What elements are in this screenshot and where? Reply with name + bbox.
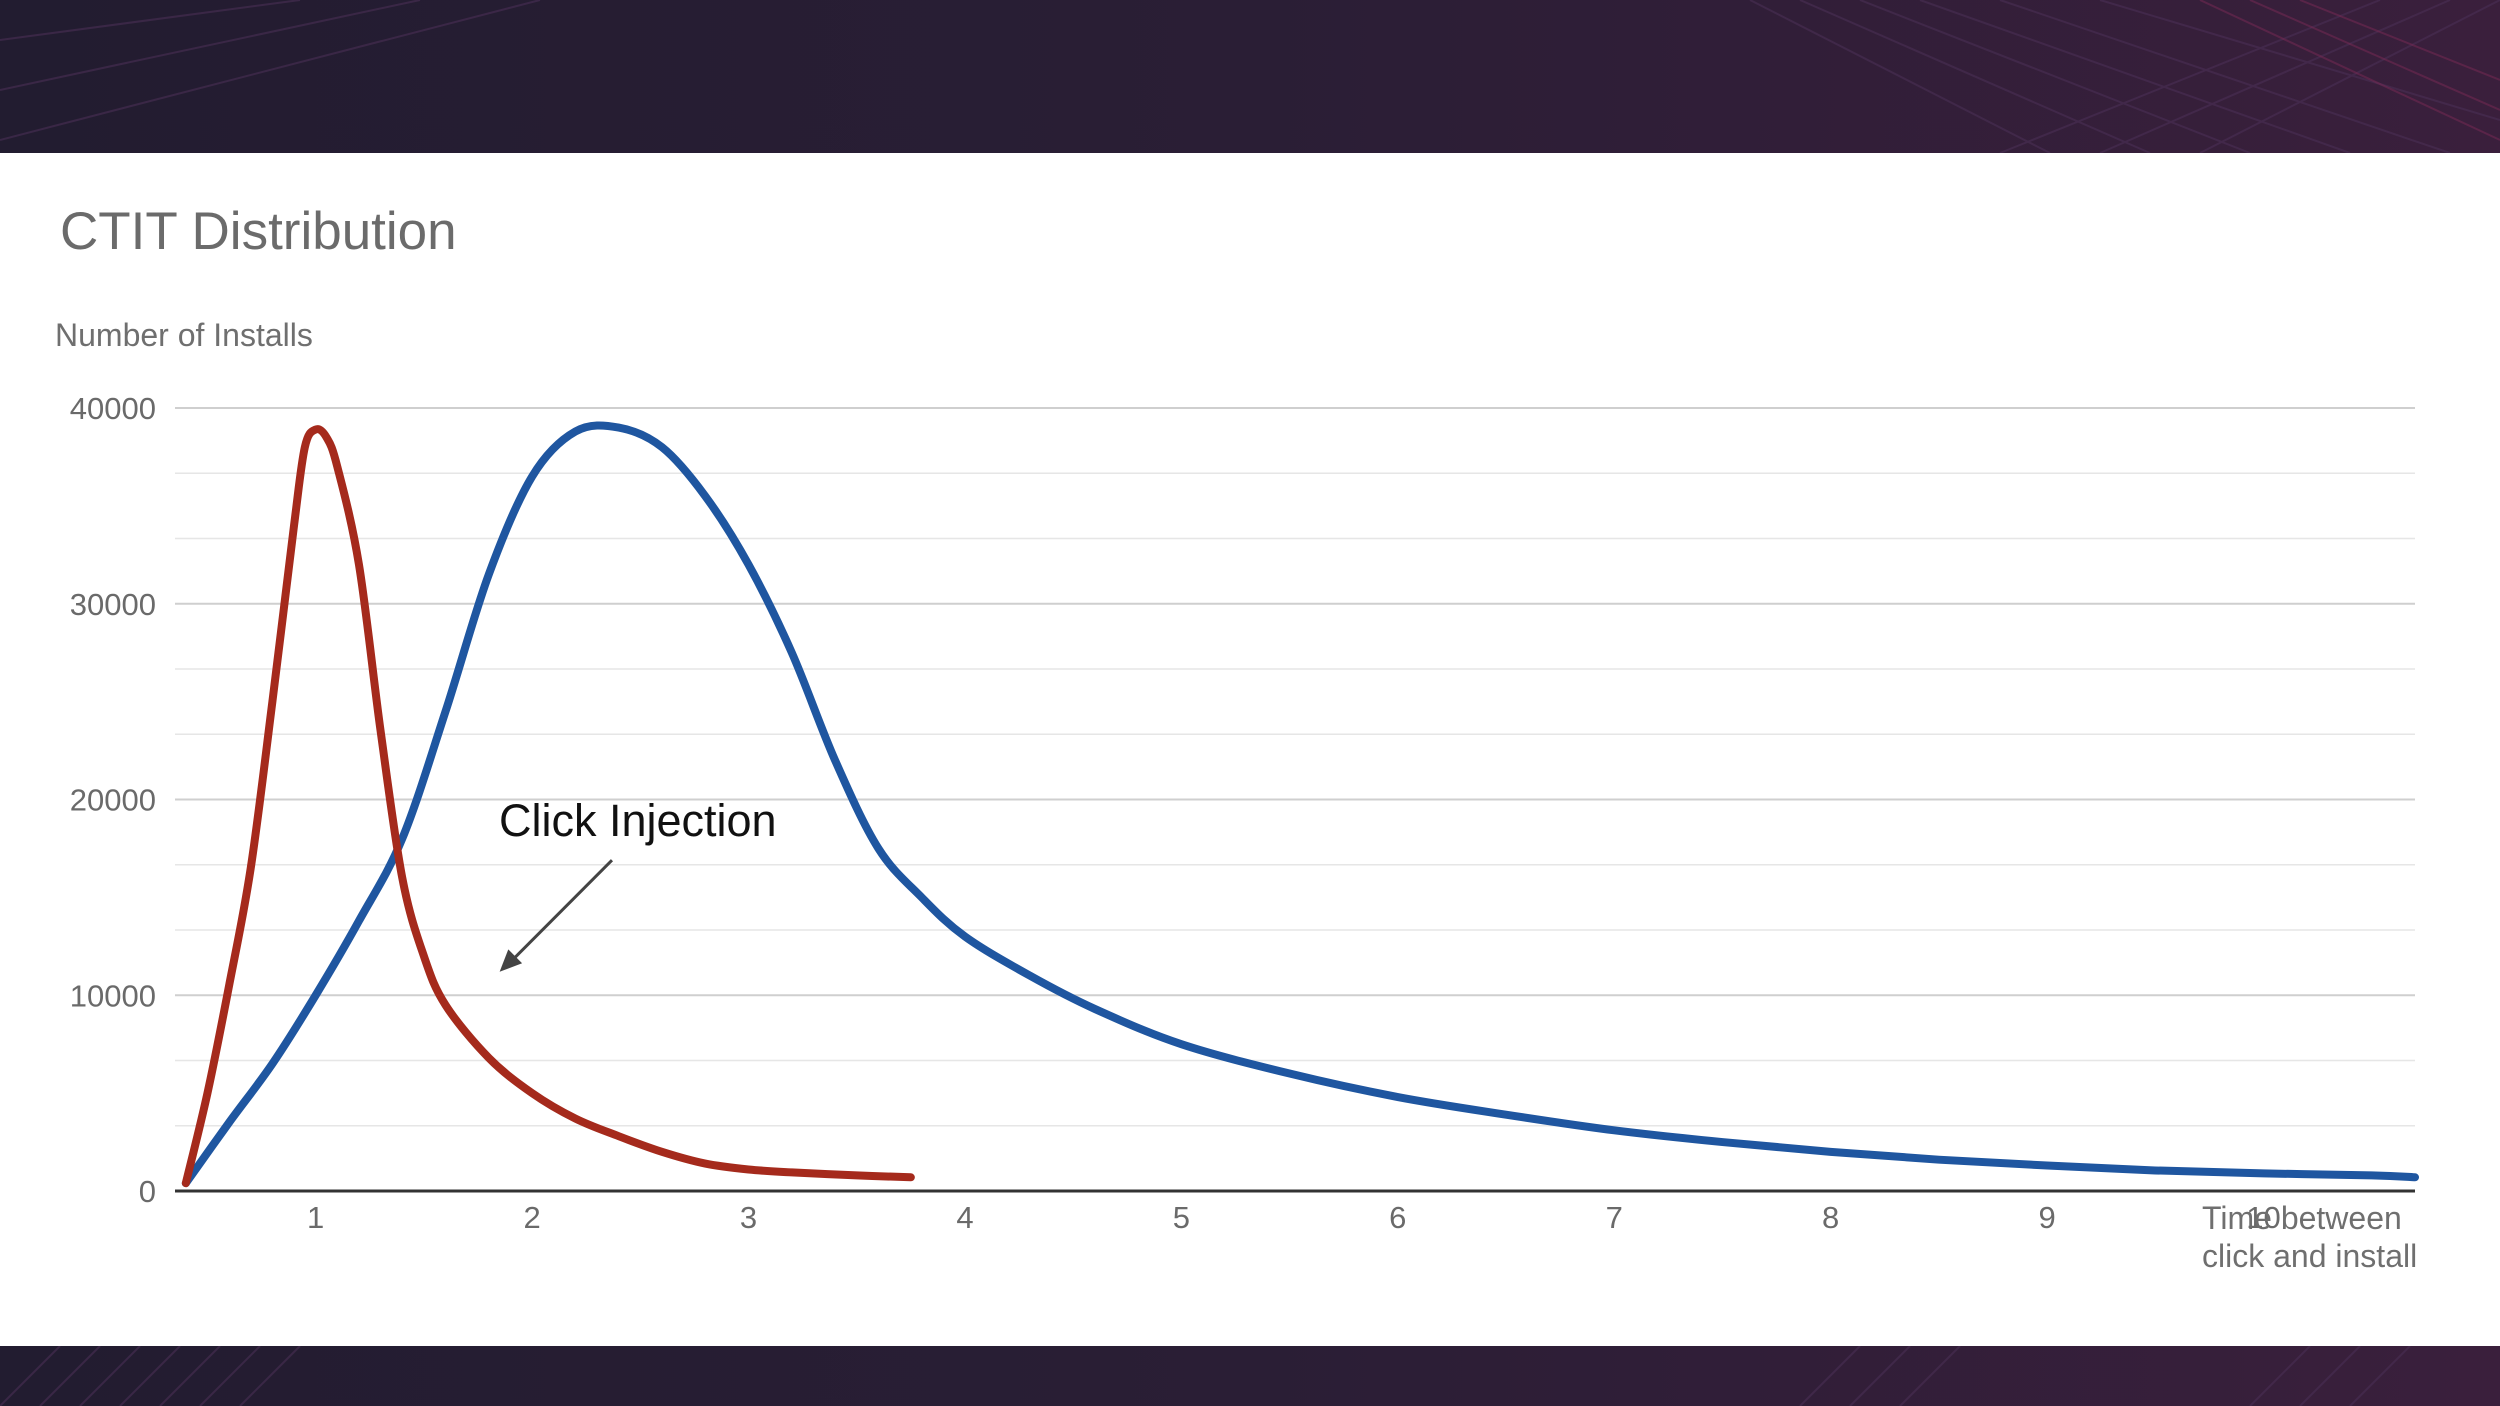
x-axis-label-line-1: Time between [2202,1200,2402,1236]
bottom-band-pattern [0,1346,2411,1406]
chart-card: CTIT Distribution Number of Installs 0 10… [0,153,2500,1346]
series-group [181,421,2419,1188]
x-tick-label: 4 [956,1200,973,1235]
x-tick-label: 2 [523,1200,540,1235]
x-tick-label: 9 [2038,1200,2055,1235]
series-line-1 [181,421,2419,1188]
x-axis-label: Time between click and install [2202,1200,2417,1274]
y-tick-label: 0 [139,1174,156,1209]
x-axis-label-line-2: click and install [2202,1238,2417,1274]
y-tick-label: 10000 [70,978,156,1013]
annotation-arrow-head [499,949,523,972]
annotation-text: Click Injection [499,795,777,846]
y-axis-label: Number of Installs [55,317,313,353]
series-line-2 [181,425,915,1188]
x-tick-label: 8 [1822,1200,1839,1235]
bottom-decorative-band [0,1346,2500,1406]
x-tick-label: 6 [1389,1200,1406,1235]
x-tick-label: 3 [740,1200,757,1235]
chart-title: CTIT Distribution [60,202,457,261]
x-tick-label: 5 [1173,1200,1190,1235]
x-tick-label: 7 [1606,1200,1623,1235]
x-tick-label: 10 [2246,1200,2280,1235]
gridlines [175,407,2415,1127]
x-tick-label: 1 [307,1200,324,1235]
x-tick-labels: 1 2 3 4 5 6 7 8 9 10 [307,1200,2281,1235]
y-tick-label: 30000 [70,587,156,622]
y-tick-label: 40000 [70,391,156,426]
annotation-arrow-line [508,859,614,964]
top-decorative-band [0,0,2500,153]
y-tick-label: 20000 [70,783,156,818]
annotation-group: Click Injection [499,795,777,972]
chart-canvas: CTIT Distribution Number of Installs 010… [55,202,2419,1274]
y-tick-labels: 0 10000 20000 30000 40000 [70,391,156,1209]
top-band-pattern [0,0,2500,153]
